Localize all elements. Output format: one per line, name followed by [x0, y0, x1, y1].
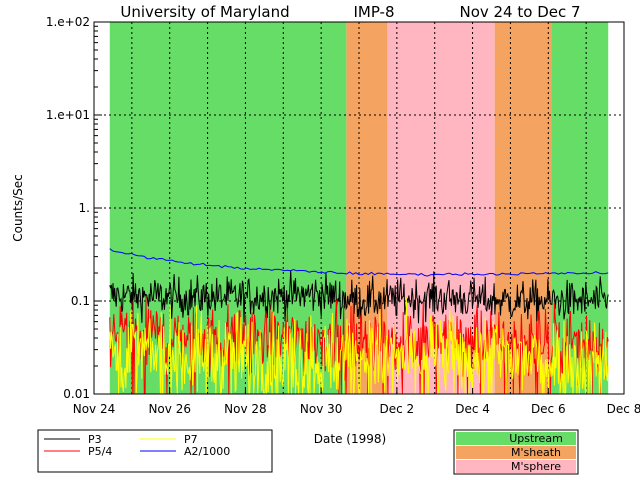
- x-axis-ticks: Nov 24 Nov 26 Nov 28 Nov 30 Dec 2 Dec 4 Dec 6 D…: [73, 388, 640, 416]
- legend-label-P5/4: P5/4: [88, 445, 112, 458]
- y-axis-ticks: 0.01 0.1 1. 1.e+01 1.e+02: [46, 15, 102, 401]
- series-line-P5/4: [109, 295, 609, 395]
- x-tick-label-3: Nov 30: [300, 402, 343, 416]
- y-tick-label-3: 1.e+01: [46, 108, 90, 122]
- x-tick-label-5: Dec 4: [455, 402, 490, 416]
- region-legend-label-0: Upstream: [509, 432, 563, 445]
- region-legend-label-2: M'sphere: [511, 460, 561, 473]
- y-axis-label: Counts/Sec: [11, 174, 25, 242]
- title-right: Nov 24 to Dec 7: [459, 3, 580, 21]
- legend-label-P3: P3: [88, 433, 102, 446]
- y-tick-label-4: 1.e+02: [46, 15, 90, 29]
- x-tick-label-2: Nov 28: [224, 402, 267, 416]
- x-tick-label-4: Dec 2: [380, 402, 415, 416]
- title-center: IMP-8: [353, 3, 394, 21]
- title-left: University of Maryland: [120, 3, 289, 21]
- series-line-A2/1000: [109, 248, 609, 277]
- region-legend-swatch-1: [456, 446, 576, 459]
- region-legend-swatch-2: [456, 460, 576, 473]
- region-legend-label-1: M'sheath: [511, 446, 561, 459]
- legend-label-P7: P7: [184, 433, 198, 446]
- y-tick-label-2: 1.: [79, 201, 90, 215]
- series-line-P3: [109, 270, 609, 324]
- x-tick-label-0: Nov 24: [73, 402, 116, 416]
- x-tick-label-1: Nov 26: [148, 402, 191, 416]
- y-tick-label-1: 0.1: [71, 294, 90, 308]
- x-tick-label-7: Dec 8: [607, 402, 640, 416]
- legend-label-A2/1000: A2/1000: [184, 445, 230, 458]
- x-tick-label-6: Dec 6: [531, 402, 566, 416]
- x-axis-label: Date (1998): [314, 432, 386, 446]
- y-tick-label-0: 0.01: [63, 387, 90, 401]
- region-legend-swatch-0: [456, 432, 576, 445]
- series-legend: P3 P7 P5/4 A2/1000: [37, 429, 273, 473]
